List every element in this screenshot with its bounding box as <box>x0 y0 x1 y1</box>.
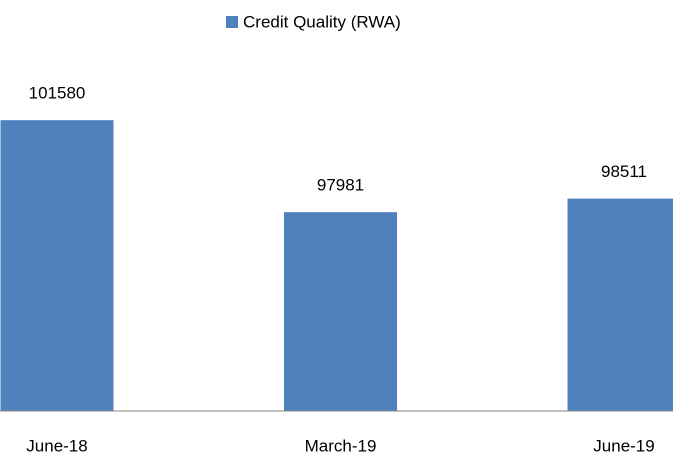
bar <box>0 120 114 411</box>
x-tick-label: June-18 <box>26 436 87 455</box>
data-label: 97981 <box>317 176 364 195</box>
x-tick-label: March-19 <box>305 436 377 455</box>
data-label: 101580 <box>29 84 86 103</box>
bar <box>567 198 673 411</box>
x-tick-label: June-19 <box>593 436 654 455</box>
bar <box>284 212 397 411</box>
legend-label: Credit Quality (RWA) <box>243 12 401 31</box>
data-label: 98511 <box>601 162 647 181</box>
legend-swatch <box>226 16 238 28</box>
